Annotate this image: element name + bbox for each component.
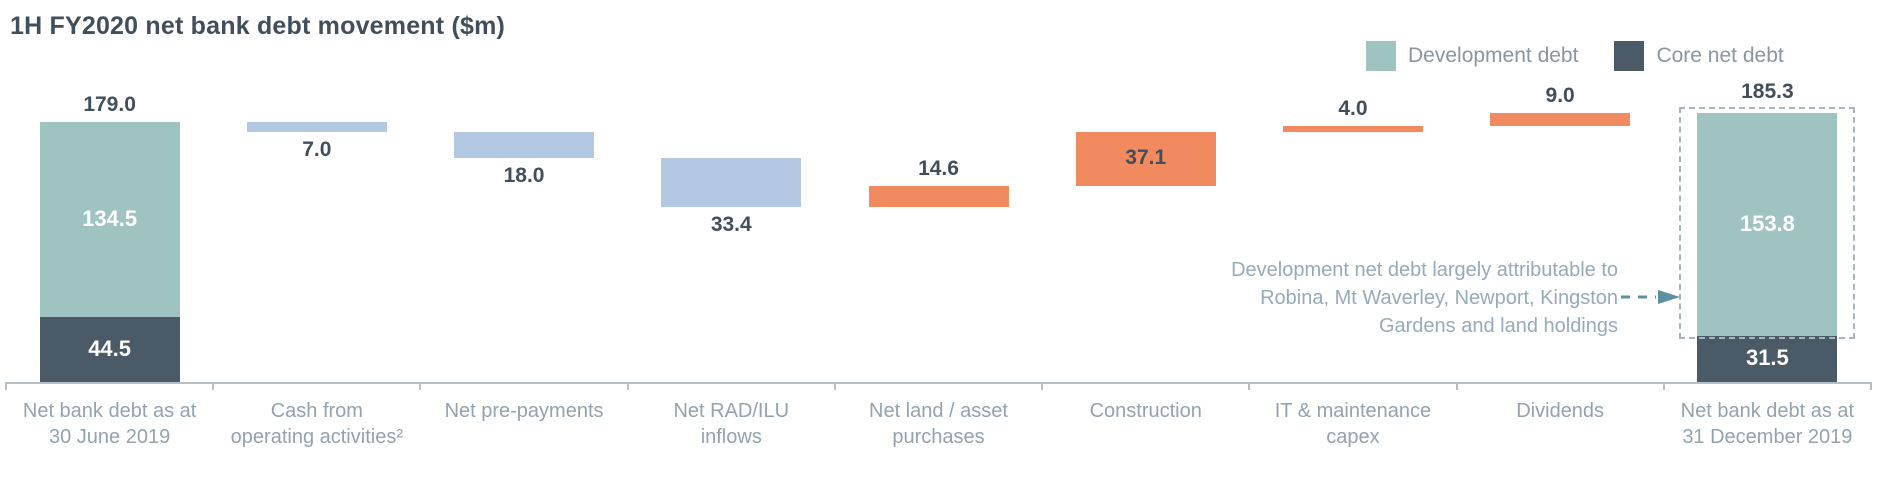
bar-segment (39, 122, 180, 318)
bar-segment-value: 44.5 (88, 335, 132, 361)
x-axis-label: Net RAD/ILU inflows (673, 400, 790, 448)
bar-total-value: 179.0 (83, 93, 136, 116)
bar-segment-value: 134.5 (82, 205, 138, 231)
bar-segment (1697, 112, 1838, 337)
bar-segment (661, 158, 802, 207)
bar-segment-value: 153.8 (1739, 210, 1795, 236)
bar-segment-value: 31.5 (1745, 345, 1789, 371)
bar-value: 18.0 (503, 164, 545, 188)
x-axis-label: Cash from operating activities² (230, 400, 403, 448)
legend: Development debt Core net debt (1366, 41, 1784, 71)
bar-segment (39, 317, 180, 382)
axis-tick (1662, 382, 1665, 390)
bar-value: 14.6 (918, 156, 959, 180)
axis-tick (833, 382, 836, 390)
x-axis-label: Net land / asset purchases (869, 400, 1008, 448)
bar-segment (454, 132, 595, 159)
bar-value: 7.0 (302, 138, 332, 162)
bar-segment (868, 185, 1009, 207)
axis-tick (212, 382, 215, 390)
x-axis-label: Net bank debt as at 31 December 2019 (1680, 400, 1855, 448)
bar-segment (246, 122, 387, 133)
bar-value: 4.0 (1338, 96, 1368, 120)
axis-tick (1041, 382, 1044, 390)
axis-tick (419, 382, 422, 390)
x-axis-label: Net bank debt as at 30 June 2019 (22, 400, 197, 448)
legend-label-core-net-debt: Core net debt (1656, 44, 1784, 67)
x-axis-line (6, 382, 1872, 384)
legend-swatch-development-debt (1366, 41, 1396, 71)
x-axis-label: Net pre-payments (444, 400, 604, 422)
bar-segment (1490, 112, 1631, 126)
legend-item-core-net-debt: Core net debt (1614, 41, 1784, 71)
chart-title: 1H FY2020 net bank debt movement ($m) (10, 12, 506, 40)
axis-tick (1248, 382, 1251, 390)
legend-swatch-core-net-debt (1614, 41, 1645, 71)
axis-tick (1870, 382, 1872, 390)
bar-segment (1282, 125, 1423, 132)
axis-tick (626, 382, 629, 390)
dashed-right-arrow-icon (1621, 290, 1680, 304)
bar-total-value: 185.3 (1741, 79, 1794, 103)
bar-value: 33.4 (710, 212, 752, 236)
x-axis-label: IT & maintenance capex (1274, 400, 1432, 448)
legend-label-development-debt: Development debt (1408, 44, 1579, 67)
highlight-dashed-box (1679, 106, 1856, 340)
axis-tick (5, 382, 7, 390)
bar-segment (1697, 336, 1838, 382)
x-axis-label: Construction (1089, 400, 1202, 422)
bar-value: 37.1 (1125, 145, 1167, 169)
x-axis-label: Dividends (1516, 400, 1605, 422)
bar-segment (1075, 131, 1216, 186)
axis-tick (1455, 382, 1458, 390)
bar-value: 9.0 (1545, 83, 1575, 107)
legend-item-development-debt: Development debt (1366, 41, 1578, 71)
annotation-text: Development net debt largely attributabl… (1231, 259, 1618, 337)
